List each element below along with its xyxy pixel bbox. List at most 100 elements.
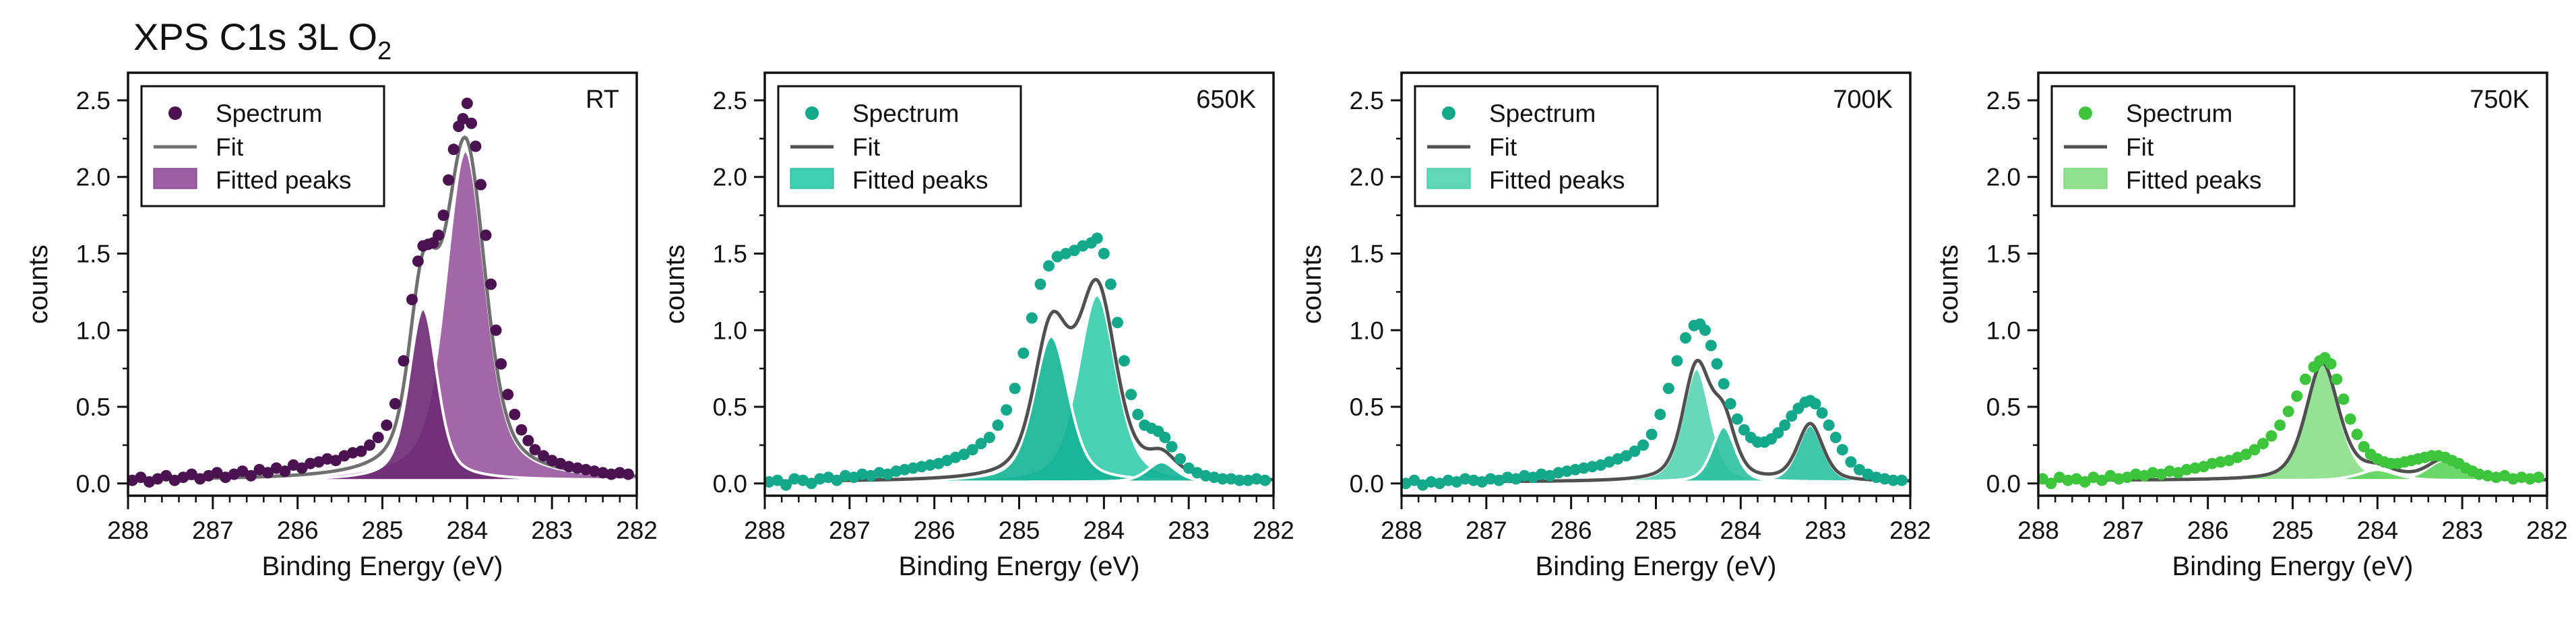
spectrum-point <box>2147 467 2159 479</box>
spectrum-point <box>1459 473 1471 485</box>
spectrum-point <box>2515 471 2527 484</box>
spectrum-point <box>1259 474 1271 486</box>
spectrum-point <box>502 389 514 401</box>
spectrum-point <box>135 471 147 484</box>
fitted-peak-1 <box>765 335 1274 484</box>
spectrum-point <box>1836 444 1848 456</box>
x-tick-label: 284 <box>2356 517 2398 544</box>
spectrum-point <box>1234 474 1246 486</box>
spectrum-point <box>466 117 478 129</box>
legend-peaks-label: Fitted peaks <box>2126 166 2262 194</box>
spectrum-point <box>495 358 507 370</box>
plot-area <box>1402 318 1910 491</box>
fit-line <box>1402 358 1910 484</box>
chart-panel-750k: 0.0 0.5 1.0 1.5 2.0 2.5 288 287 286 285 284 283 282 B… <box>1934 71 2568 581</box>
y-tick-label: 1.0 <box>1986 317 2021 344</box>
legend-fit-label: Fit <box>1489 133 1517 161</box>
legend-spectrum-label: Spectrum <box>216 100 322 127</box>
spectrum-point <box>1536 468 1548 480</box>
spectrum-point <box>788 473 800 485</box>
x-tick-label: 283 <box>531 517 573 544</box>
spectrum-point <box>1738 424 1750 436</box>
chart-panel-650k: 0.0 0.5 1.0 1.5 2.0 2.5 288 287 286 285 284 283 282 B… <box>660 71 1294 581</box>
legend: Spectrum Fit Fitted peaks <box>1414 85 1659 207</box>
spectrum-point <box>475 178 486 191</box>
spectrum-point <box>211 467 223 479</box>
spectrum-point <box>873 467 885 479</box>
x-tick-label: 287 <box>192 517 234 544</box>
spectrum-point <box>856 468 869 480</box>
spectrum-point <box>831 474 843 486</box>
x-axis-label: Binding Energy (eV) <box>899 552 1140 581</box>
spectrum-point <box>814 473 826 485</box>
plot-area <box>2038 352 2547 490</box>
spectrum-point <box>2331 373 2343 385</box>
fitted-peak-1 <box>2038 362 2547 482</box>
spectrum-point <box>515 424 528 436</box>
y-axis-label: counts <box>24 244 53 324</box>
spectrum-point <box>1809 398 1821 409</box>
spectrum-point <box>305 457 316 469</box>
spectrum-point <box>1779 419 1791 431</box>
y-tick-label: 1.0 <box>76 317 111 344</box>
spectrum-point <box>2532 471 2544 484</box>
spectrum-point <box>1132 408 1144 420</box>
spectrum-point <box>958 449 970 461</box>
y-tick-label: 0.5 <box>1986 393 2021 421</box>
y-tick-label: 2.0 <box>713 164 747 191</box>
spectrum-point <box>2351 428 2363 440</box>
spectrum-point <box>1879 473 1891 485</box>
spectrum-point <box>1731 413 1743 425</box>
x-tick-label: 283 <box>2441 517 2483 544</box>
spectrum-point <box>1166 440 1178 453</box>
spectrum-point <box>509 408 521 420</box>
spectrum-point <box>457 112 469 125</box>
x-tick-label: 282 <box>616 517 658 544</box>
x-tick-label: 282 <box>1889 517 1931 544</box>
y-tick-label: 1.5 <box>1986 240 2021 267</box>
spectrum-point <box>2358 440 2370 453</box>
x-tick-label: 288 <box>107 517 149 544</box>
legend-spectrum-label: Spectrum <box>2126 100 2232 127</box>
spectrum-point <box>412 255 424 267</box>
spectrum-point <box>1251 473 1263 485</box>
spectrum-point <box>2337 393 2350 405</box>
spectrum-point <box>1034 278 1046 290</box>
spectrum-point <box>1718 378 1730 390</box>
spectrum-point <box>1786 410 1798 422</box>
legend: Spectrum Fit Fitted peaks <box>2050 85 2296 207</box>
y-tick-label: 0.0 <box>1986 470 2021 498</box>
spectrum-point <box>1026 312 1038 324</box>
legend-spectrum-marker <box>2079 106 2092 120</box>
spectrum-point <box>571 462 584 474</box>
x-tick-label: 283 <box>1168 517 1210 544</box>
panel-label: 650K <box>1196 86 1256 114</box>
x-tick-label: 284 <box>446 517 488 544</box>
spectrum-point <box>2482 469 2494 482</box>
spectrum-point <box>563 461 575 473</box>
y-axis-label: counts <box>1934 244 1964 324</box>
spectrum-point <box>1225 473 1237 485</box>
x-tick-label: 288 <box>2017 517 2059 544</box>
y-tick-label: 2.0 <box>1350 164 1384 191</box>
x-tick-label: 284 <box>1720 517 1761 544</box>
legend-peaks-label: Fitted peaks <box>852 166 988 194</box>
spectrum-point <box>772 474 784 486</box>
spectrum-point <box>321 453 334 465</box>
spectrum-point <box>443 174 455 186</box>
legend: Spectrum Fit Fitted peaks <box>777 85 1022 207</box>
figure-title: XPS C1s 3L O2 <box>133 15 391 65</box>
spectrum-point <box>529 444 541 456</box>
spectrum-point <box>2265 430 2277 442</box>
x-tick-label: 284 <box>1083 517 1125 544</box>
spectrum-point <box>1699 324 1711 336</box>
y-tick-label: 2.5 <box>1986 87 2021 114</box>
spectrum-point <box>1637 439 1650 451</box>
x-axis-label: Binding Energy (eV) <box>2172 552 2414 581</box>
spectrum-point <box>1068 244 1080 257</box>
spectrum-point <box>2490 471 2502 484</box>
spectrum-point <box>279 465 291 478</box>
spectrum-point <box>916 461 928 473</box>
spectrum-point <box>1578 462 1590 474</box>
spectrum-point <box>1009 383 1021 395</box>
